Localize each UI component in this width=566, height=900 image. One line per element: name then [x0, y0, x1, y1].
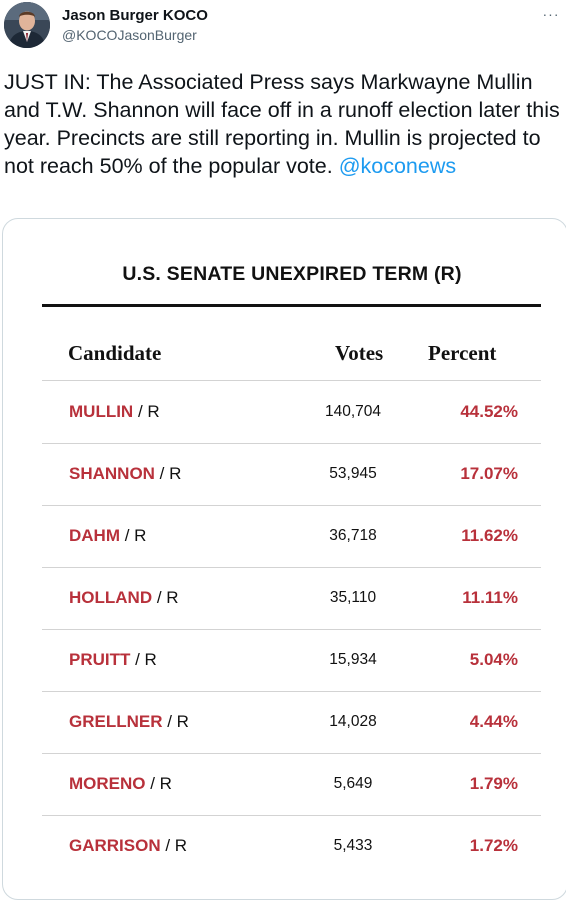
percent-cell: 11.11% — [462, 588, 518, 607]
candidate-name: DAHM — [69, 526, 120, 545]
percent-cell: 1.79% — [469, 774, 518, 793]
table-row: GARRISON / R 5,433 1.72% — [42, 815, 541, 877]
percent-cell: 1.72% — [469, 836, 518, 855]
candidate-party: / R — [154, 464, 182, 483]
candidate-name: GRELLNER — [69, 712, 163, 731]
votes-cell: 5,433 — [333, 837, 373, 854]
candidate-cell: HOLLAND / R — [69, 588, 179, 608]
tweet-body: JUST IN: The Associated Press says Markw… — [4, 70, 560, 178]
table-row: HOLLAND / R 35,110 11.11% — [42, 567, 541, 630]
table-row: PRUITT / R 15,934 5.04% — [42, 629, 541, 692]
votes-cell: 35,110 — [329, 589, 377, 606]
column-header-candidate: Candidate — [68, 341, 162, 365]
votes-cell: 140,704 — [324, 403, 382, 420]
candidate-name: MULLIN — [69, 402, 134, 421]
table-row: SHANNON / R 53,945 17.07% — [42, 443, 541, 506]
column-header-percent: Percent — [428, 341, 497, 365]
candidate-cell: MULLIN / R — [69, 402, 160, 422]
candidate-party: / R — [130, 650, 157, 669]
votes-cell: 36,718 — [329, 527, 377, 544]
candidate-name: GARRISON — [69, 836, 161, 855]
percent-cell: 44.52% — [460, 402, 518, 421]
percent-cell: 5.04% — [469, 650, 518, 669]
profile-photo-icon — [4, 2, 50, 48]
candidate-party: / R — [152, 588, 179, 607]
tweet-media-image[interactable]: U.S. SENATE UNEXPIRED TERM (R) Candidate… — [2, 218, 566, 900]
candidate-party: / R — [145, 774, 172, 793]
candidate-cell: MORENO / R — [69, 774, 172, 794]
table-row: GRELLNER / R 14,028 4.44% — [42, 691, 541, 754]
candidate-party: / R — [120, 526, 147, 545]
tweet-header: Jason Burger KOCO @KOCOJasonBurger ··· — [0, 0, 566, 60]
column-header-votes: Votes — [335, 341, 384, 365]
candidate-cell: PRUITT / R — [69, 650, 157, 670]
votes-cell: 15,934 — [329, 651, 377, 668]
votes-cell: 14,028 — [329, 713, 377, 730]
votes-cell: 53,945 — [329, 465, 377, 482]
author-handle[interactable]: @KOCOJasonBurger — [62, 27, 197, 43]
candidate-cell: DAHM / R — [69, 526, 146, 546]
percent-cell: 17.07% — [460, 464, 518, 483]
author-name[interactable]: Jason Burger KOCO — [62, 7, 208, 24]
percent-cell: 11.62% — [461, 526, 518, 545]
table-row: MULLIN / R 140,704 44.52% — [42, 381, 541, 444]
candidate-name: SHANNON — [69, 464, 155, 483]
candidate-cell: GARRISON / R — [69, 836, 187, 856]
title-divider — [42, 304, 541, 307]
votes-cell: 5,649 — [333, 775, 373, 792]
candidate-name: PRUITT — [69, 650, 131, 669]
mention-link[interactable]: @koconews — [338, 154, 457, 178]
candidate-cell: SHANNON / R — [69, 464, 181, 484]
candidate-name: MORENO — [69, 774, 146, 793]
candidate-name: HOLLAND — [69, 588, 153, 607]
percent-cell: 4.44% — [469, 712, 518, 731]
table-row: MORENO / R 5,649 1.79% — [42, 753, 541, 816]
candidate-party: / R — [133, 402, 160, 421]
more-options-button[interactable]: ··· — [542, 6, 560, 22]
candidate-party: / R — [160, 836, 188, 855]
table-row: DAHM / R 36,718 11.62% — [42, 505, 541, 568]
tweet-text: JUST IN: The Associated Press says Markw… — [4, 68, 564, 180]
results-title: U.S. SENATE UNEXPIRED TERM (R) — [122, 263, 462, 285]
candidate-cell: GRELLNER / R — [69, 712, 189, 732]
header-divider — [42, 380, 541, 381]
avatar[interactable] — [4, 2, 50, 48]
candidate-party: / R — [162, 712, 189, 731]
